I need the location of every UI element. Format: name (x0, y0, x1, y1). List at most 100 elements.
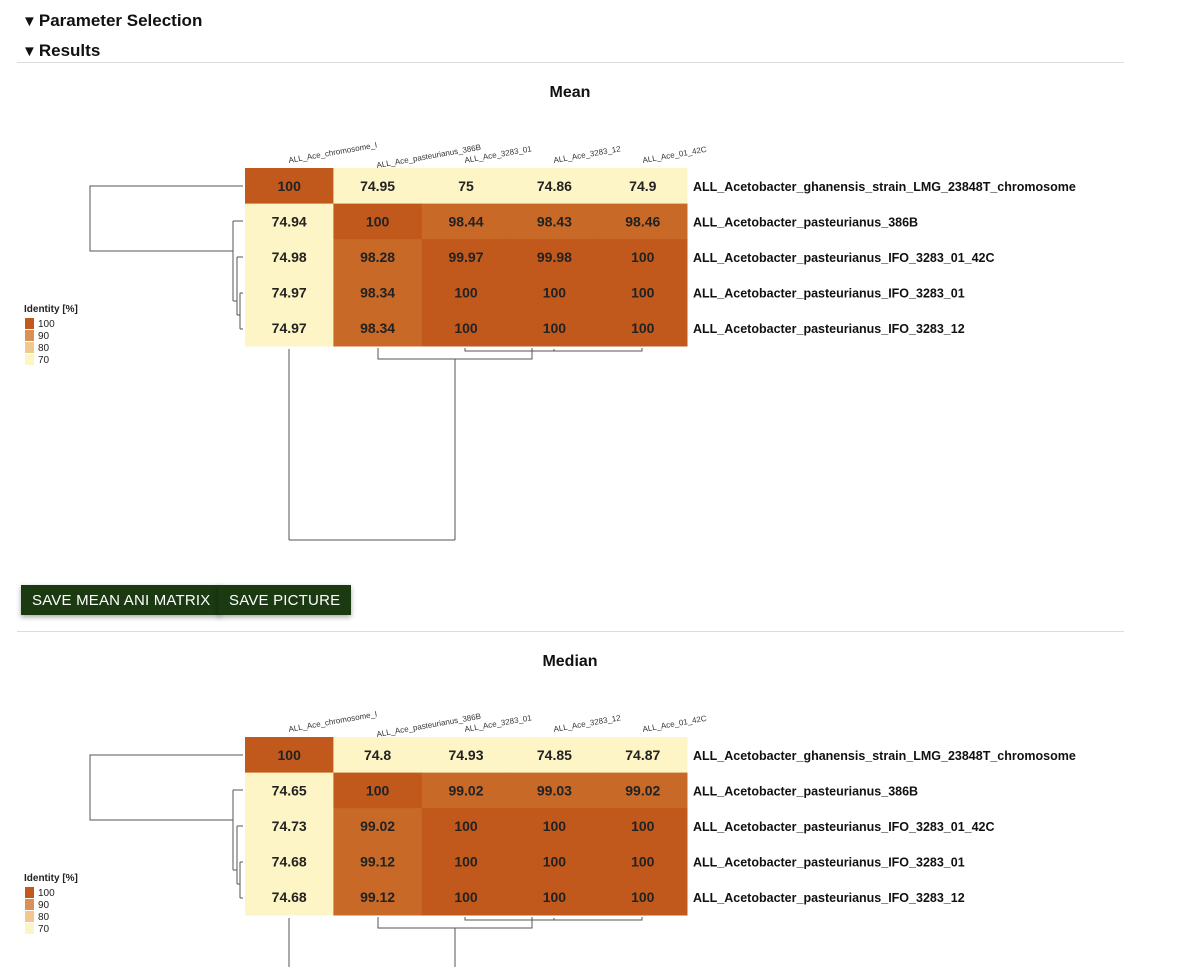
cell-value-label: 98.43 (537, 213, 572, 229)
heatmap-cell (598, 310, 688, 347)
results-toggle[interactable]: ▼ Results (22, 41, 100, 61)
heatmap-cell (333, 203, 423, 240)
cell-value-label: 100 (454, 889, 478, 905)
triangle-down-icon: ▼ (22, 13, 37, 30)
legend-tick-label: 100 (38, 888, 55, 899)
heatmap-cell (421, 239, 511, 276)
heatmap-cell (245, 737, 334, 774)
legend-tick-label: 90 (38, 900, 50, 911)
cell-value-label: 74.65 (272, 782, 307, 798)
heatmap-cell (598, 737, 688, 774)
cell-value-label: 100 (543, 854, 567, 870)
cell-value-label: 74.98 (272, 249, 307, 265)
cell-value-label: 100 (278, 747, 302, 763)
cell-value-label: 100 (454, 320, 478, 336)
heatmap-cell (333, 168, 423, 205)
legend-title: Identity [%] (24, 873, 78, 884)
heatmap-cell (333, 274, 423, 311)
cell-value-label: 74.93 (448, 747, 483, 763)
cell-value-label: 74.68 (272, 854, 307, 870)
cell-value-label: 74.87 (625, 747, 660, 763)
legend-tick-label: 70 (38, 924, 50, 935)
legend-swatch (25, 330, 34, 341)
cell-value-label: 100 (631, 285, 655, 301)
heatmap-cell (598, 168, 688, 205)
cell-value-label: 100 (278, 178, 302, 194)
heatmap-cell (598, 808, 688, 845)
legend-tick-label: 80 (38, 912, 50, 923)
heatmap-cell (245, 310, 334, 347)
legend-tick-label: 100 (38, 319, 55, 330)
cell-value-label: 74.97 (272, 320, 307, 336)
save-picture-button[interactable]: SAVE PICTURE (218, 585, 352, 615)
results-label: Results (38, 41, 101, 60)
cell-value-label: 98.44 (448, 213, 483, 229)
heatmap-cell (245, 879, 334, 916)
heatmap-cell (421, 808, 511, 845)
save-mean-ani-matrix-button[interactable]: SAVE MEAN ANI MATRIX (21, 585, 222, 615)
row-label: ALL_Acetobacter_ghanensis_strain_LMG_238… (693, 749, 1076, 763)
cell-value-label: 100 (631, 249, 655, 265)
heatmap-cell (245, 808, 334, 845)
cell-value-label: 74.94 (272, 213, 307, 229)
heatmap-cell (598, 843, 688, 880)
heatmap-cell (510, 737, 600, 774)
row-label: ALL_Acetobacter_pasteurianus_IFO_3283_01… (693, 251, 995, 265)
heatmap-cell (421, 274, 511, 311)
column-dendrogram (288, 917, 643, 967)
heatmap-cell (333, 843, 423, 880)
heatmap-cell (333, 808, 423, 845)
row-label: ALL_Acetobacter_pasteurianus_IFO_3283_12 (693, 322, 965, 336)
cell-value-label: 100 (543, 889, 567, 905)
heatmap-cell (510, 772, 600, 809)
heatmap-cell (510, 843, 600, 880)
row-dendrogram (89, 754, 243, 899)
cell-value-label: 100 (631, 854, 655, 870)
mean-heatmap-title: Mean (549, 84, 591, 101)
heatmap-cell (421, 203, 511, 240)
legend-swatch (25, 923, 34, 934)
section-divider (17, 631, 1124, 632)
heatmap-cell (421, 843, 511, 880)
cell-value-label: 99.12 (360, 889, 395, 905)
cell-value-label: 99.97 (448, 249, 483, 265)
heatmap-cell (245, 772, 334, 809)
cell-value-label: 100 (543, 818, 567, 834)
heatmap-cell (421, 310, 511, 347)
heatmap-cell (421, 772, 511, 809)
mean-heatmap: 100 74.95 75 74.86 74.9 74.94 100 98.44 98.43 98.… (24, 141, 1076, 541)
column-label: ALL_Ace_chromosome_I (288, 141, 378, 165)
cell-value-label: 100 (454, 854, 478, 870)
cell-value-label: 99.02 (448, 782, 483, 798)
heatmap-cell (510, 274, 600, 311)
parameter-selection-toggle[interactable]: ▼ Parameter Selection (22, 11, 202, 31)
heatmap-cell (245, 203, 334, 240)
heatmap-cell (510, 168, 600, 205)
results-divider (17, 62, 1124, 63)
triangle-down-icon: ▼ (22, 43, 37, 60)
cell-value-label: 74.68 (272, 889, 307, 905)
parameter-selection-label: Parameter Selection (38, 11, 203, 30)
column-label: ALL_Ace_01_42C (642, 145, 708, 165)
cell-value-label: 100 (631, 889, 655, 905)
row-dendrogram (89, 185, 243, 330)
cell-value-label: 99.03 (537, 782, 572, 798)
median-heatmap-title: Median (542, 653, 598, 670)
heatmap-cell (510, 239, 600, 276)
cell-value-label: 74.8 (364, 747, 391, 763)
legend-tick-label: 70 (38, 355, 50, 366)
cell-value-label: 99.98 (537, 249, 572, 265)
heatmap-cell (598, 274, 688, 311)
heatmap-cell (510, 879, 600, 916)
legend-swatch (25, 342, 34, 353)
cell-value-label: 100 (543, 320, 567, 336)
heatmap-cell (421, 168, 511, 205)
heatmap-cell (598, 879, 688, 916)
cell-value-label: 74.86 (537, 178, 572, 194)
cell-value-label: 100 (631, 818, 655, 834)
cell-value-label: 99.02 (625, 782, 660, 798)
column-label: ALL_Ace_01_42C (642, 714, 708, 734)
cell-value-label: 74.85 (537, 747, 572, 763)
